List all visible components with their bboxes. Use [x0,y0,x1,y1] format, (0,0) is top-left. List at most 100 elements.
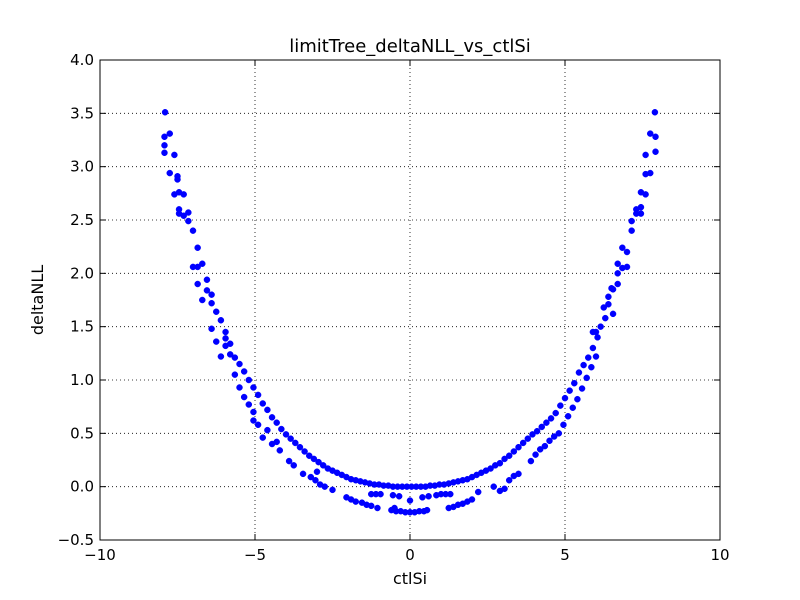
data-point [600,304,607,311]
data-point [557,402,564,409]
data-point [231,371,239,378]
data-point [585,354,592,361]
data-point [578,385,586,392]
data-point [614,280,621,288]
data-point [236,360,243,368]
data-point [321,483,328,490]
y-tick-label: 0.0 [70,478,94,496]
data-point [352,498,359,505]
data-point [550,433,558,440]
x-axis-label: ctlSi [393,569,427,588]
data-point [161,109,169,116]
data-point [299,470,307,478]
data-point [406,497,414,504]
data-point [569,404,576,411]
data-point [203,287,211,294]
chart-title: limitTree_deltaNLL_vs_ctlSi [289,36,531,57]
data-point [166,169,173,177]
data-point [208,299,215,307]
x-axis-ticks: −10 −5 0 5 10 [84,60,730,564]
data-point [637,189,645,196]
data-point [276,447,284,454]
data-point [619,244,626,251]
data-point [574,395,581,403]
data-point [637,203,645,211]
data-point [312,477,319,484]
data-point [505,477,513,484]
data-point [254,391,262,399]
y-tick-label: −0.5 [58,531,94,549]
data-point [515,470,522,478]
data-point [580,361,587,369]
grid-lines [100,60,720,540]
data-point [474,488,482,496]
data-point [647,130,654,137]
x-tick-label: 5 [560,546,570,564]
data-point [519,439,527,447]
data-point [501,485,508,493]
data-point [564,413,572,420]
data-point [161,133,168,141]
data-point [208,291,215,298]
data-point [524,435,532,442]
data-point [180,191,187,198]
data-point [180,212,187,219]
data-point [561,394,569,402]
data-point [213,338,220,345]
x-tick-label: −5 [244,546,266,564]
data-point [571,379,578,387]
data-point [515,443,522,451]
data-point [319,462,327,469]
data-point [555,430,563,437]
y-tick-label: 4.0 [70,51,94,69]
data-point [226,351,234,358]
data-point [254,421,262,429]
data-point [310,455,318,463]
data-point [597,323,604,330]
data-point [273,419,280,426]
data-point [538,423,545,431]
data-point [292,439,299,447]
data-point [231,354,239,361]
data-point [651,109,659,116]
data-point [240,393,248,401]
data-point [496,459,504,467]
data-point [614,260,621,267]
data-point [174,176,181,183]
data-point [296,443,304,451]
data-point [594,334,601,341]
data-point [306,452,313,459]
data-point [546,437,553,445]
data-point [652,148,659,155]
data-point [368,502,375,510]
data-point [575,369,583,376]
data-point [203,276,211,283]
data-point [547,415,555,422]
data-point [589,344,597,352]
data-point [217,353,225,360]
data-point [250,417,257,424]
data-point [533,427,541,435]
y-tick-label: 2.0 [70,264,94,282]
data-point [501,455,508,463]
data-point [614,270,621,277]
data-point [543,419,550,426]
data-point [199,260,206,267]
data-point [222,328,229,336]
data-point [194,263,201,271]
data-point [194,280,201,288]
data-point [628,217,635,225]
data-point [377,490,384,498]
data-point [552,409,559,417]
data-point [171,151,178,159]
data-point [240,368,248,375]
data-point [226,340,234,347]
y-tick-label: 0.5 [70,424,94,442]
data-point [588,363,595,371]
data-point [490,483,497,490]
data-point [652,133,659,141]
data-point [592,328,600,336]
data-point [250,384,257,391]
data-point [285,457,293,465]
data-point [605,301,612,308]
